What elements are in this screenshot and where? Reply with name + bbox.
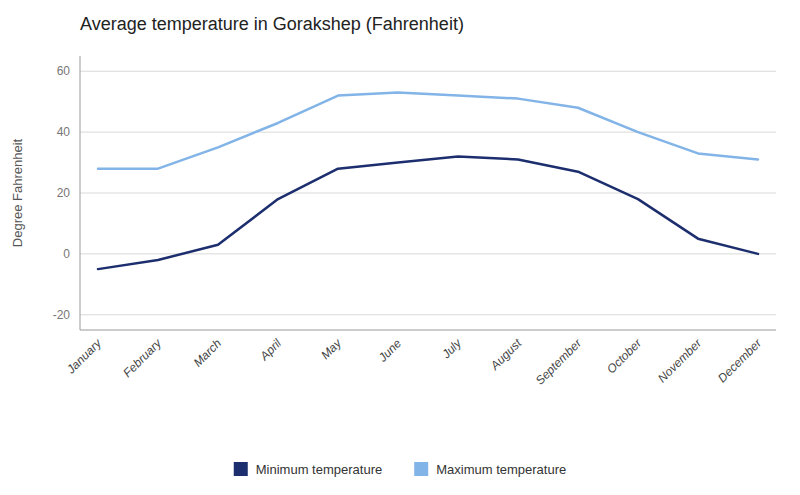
legend-swatch	[414, 462, 428, 476]
grid-line	[80, 71, 776, 72]
y-tick-label: 40	[57, 125, 71, 139]
x-tick-label: September	[533, 336, 585, 388]
y-tick-label: 20	[57, 186, 71, 200]
x-tick-label: July	[438, 336, 464, 362]
grid-line	[80, 314, 776, 315]
legend-label: Minimum temperature	[256, 462, 382, 477]
series-line	[98, 156, 758, 269]
x-tick-label: April	[257, 336, 285, 364]
x-tick-label: December	[715, 336, 765, 386]
x-tick-label: February	[120, 336, 165, 381]
x-tick-label: August	[487, 336, 524, 373]
x-tick-label: January	[63, 336, 105, 378]
legend-swatch	[234, 462, 248, 476]
series-group	[98, 93, 758, 270]
y-tick-label: -20	[53, 308, 71, 322]
y-tick-label: 0	[63, 247, 70, 261]
x-tick-label: October	[604, 336, 645, 377]
y-axis-label: Degree Fahrenheit	[10, 138, 25, 247]
grid-line	[80, 193, 776, 194]
series-line	[98, 93, 758, 169]
x-axis-line	[80, 330, 776, 331]
x-tick-label: June	[375, 336, 404, 365]
x-tick-label: November	[655, 336, 705, 386]
legend-label: Maximum temperature	[436, 462, 566, 477]
y-axis-line	[80, 56, 81, 330]
x-tick-label: March	[191, 336, 225, 370]
chart-svg: Average temperature in Gorakshep (Fahren…	[0, 0, 800, 495]
legend-item: Minimum temperature	[234, 462, 382, 477]
chart-container: Average temperature in Gorakshep (Fahren…	[0, 0, 800, 495]
grid	[80, 71, 776, 315]
legend-item: Maximum temperature	[414, 462, 566, 477]
x-tick-label: May	[318, 336, 345, 363]
grid-line	[80, 132, 776, 133]
legend: Minimum temperature Maximum temperature	[234, 462, 566, 477]
y-tick-label: 60	[57, 64, 71, 78]
title: Average temperature in Gorakshep (Fahren…	[80, 14, 464, 34]
